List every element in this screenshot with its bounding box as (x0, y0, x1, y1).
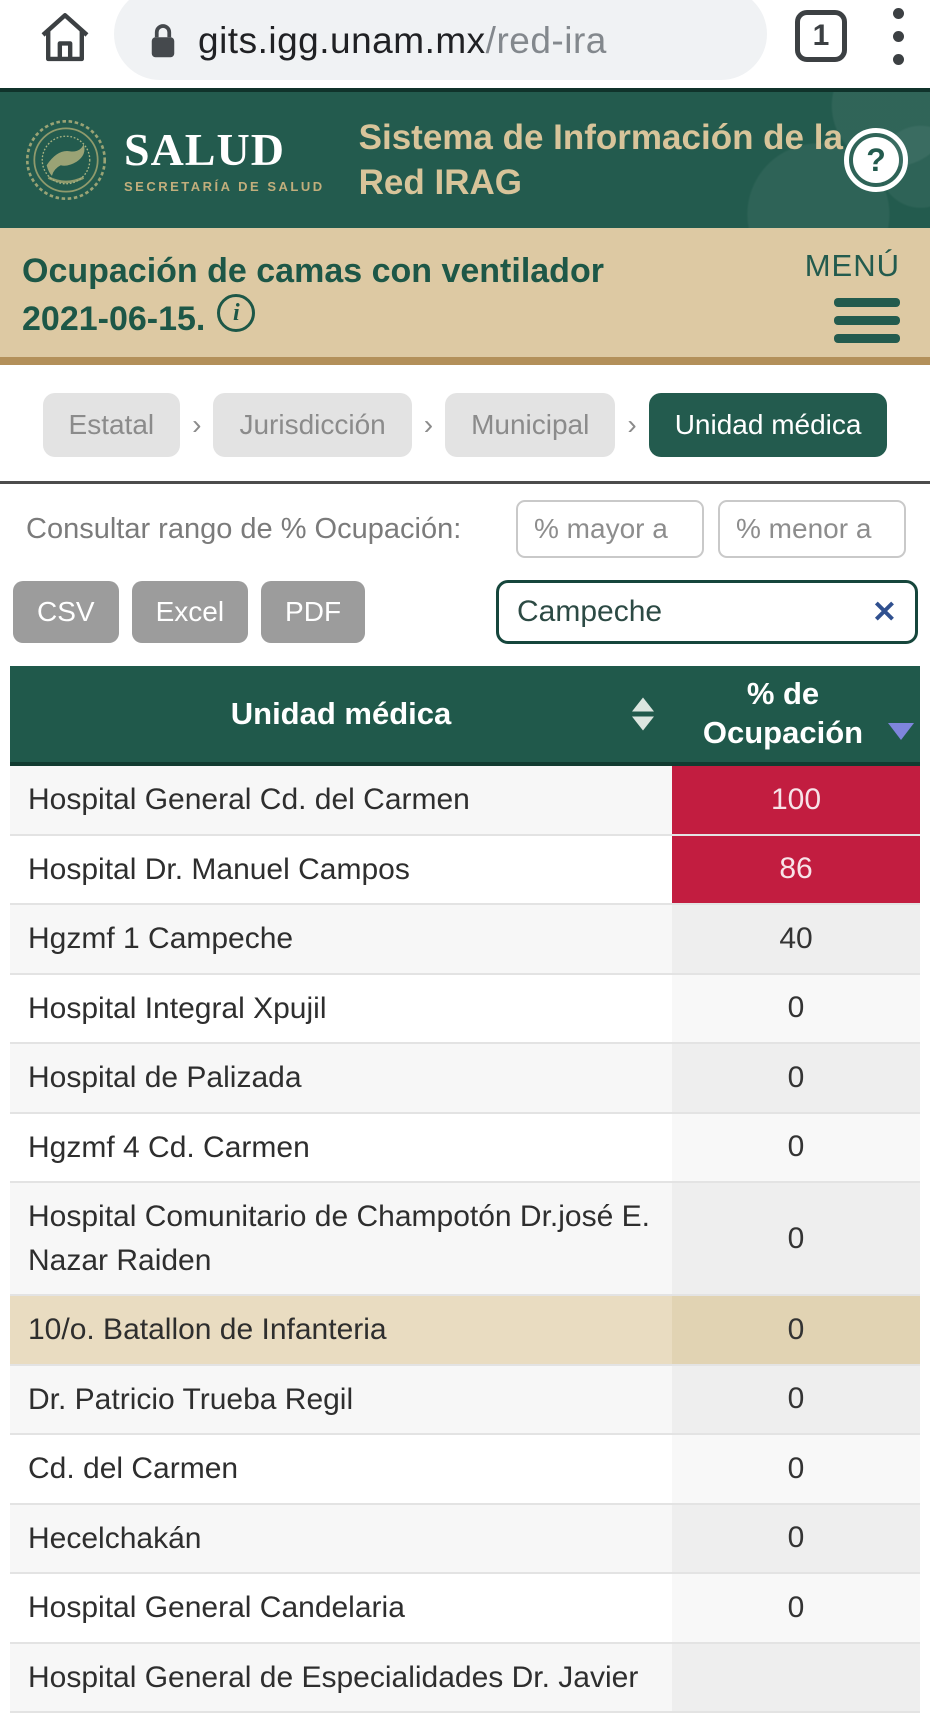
table-row[interactable]: Hgzmf 1 Campeche 40 (10, 905, 920, 975)
hospital-name-cell: Hospital General de Especialidades Dr. J… (10, 1643, 672, 1712)
table-row[interactable]: Hospital Integral Xpujil 0 (10, 974, 920, 1045)
salud-logo[interactable]: SALUD SECRETARÍA DE SALUD (22, 116, 325, 204)
table-row[interactable]: Dr. Patricio Trueba Regil 0 (10, 1365, 920, 1436)
occupancy-value-cell: 0 (672, 1113, 920, 1182)
menu-label: MENÚ (804, 248, 900, 284)
gold-divider (0, 357, 930, 366)
table-header: Unidad médica % de Ocupación (10, 666, 920, 767)
hospital-name-cell: Hospital General Candelaria (10, 1574, 672, 1642)
hospital-name-cell: Hospital Comunitario de Champotón Dr.jos… (10, 1183, 672, 1295)
hospital-name-cell: Hospital General Cd. del Carmen (10, 766, 672, 834)
chevron-right-icon: › (627, 409, 637, 441)
max-occupancy-input[interactable] (718, 500, 906, 559)
page-title: Sistema de Información de la Red IRAG (358, 117, 843, 203)
pdf-button[interactable]: PDF (261, 581, 366, 644)
report-subheader: Ocupación de camas con ventilador 2021-0… (0, 228, 930, 358)
occupancy-value-cell: 0 (672, 1296, 920, 1364)
occupancy-value-cell: 86 (672, 835, 920, 904)
occupancy-value-cell: 0 (672, 1435, 920, 1503)
occupancy-value-cell (672, 1643, 920, 1712)
tab-unidad-medica[interactable]: Unidad médica (648, 393, 888, 458)
hamburger-menu-button[interactable] (834, 298, 900, 344)
chevron-right-icon: › (192, 409, 202, 441)
table-row[interactable]: Hgzmf 4 Cd. Carmen 0 (10, 1113, 920, 1184)
breadcrumb: Estatal › Jurisdicción › Municipal › Uni… (8, 393, 922, 458)
hospital-name-cell: Hgzmf 4 Cd. Carmen (10, 1113, 672, 1182)
search-box: ✕ (496, 580, 918, 645)
home-button[interactable] (34, 6, 96, 68)
csv-button[interactable]: CSV (13, 581, 119, 644)
home-icon (41, 13, 89, 62)
browser-toolbar: gits.igg.unam.mx/red-ira 1 (0, 0, 930, 88)
sort-desc-icon (888, 723, 914, 741)
tab-estatal[interactable]: Estatal (42, 393, 181, 458)
table-row[interactable]: Hospital General de Especialidades Dr. J… (10, 1643, 920, 1713)
tab-municipal[interactable]: Municipal (445, 393, 616, 458)
filter-label: Consultar rango de % Ocupación: (26, 512, 462, 545)
table-row[interactable]: Hospital Comunitario de Champotón Dr.jos… (10, 1183, 920, 1297)
occupancy-filter: Consultar rango de % Ocupación: (0, 484, 930, 572)
hospital-name-cell: Hospital Integral Xpujil (10, 974, 672, 1043)
occupancy-value-cell: 0 (672, 1365, 920, 1434)
table-row[interactable]: Hospital de Palizada 0 (10, 1044, 920, 1114)
question-icon: ? (853, 137, 899, 183)
hospital-name-cell: Hospital Dr. Manuel Campos (10, 835, 672, 904)
sort-both-icon (632, 697, 654, 731)
section-divider (0, 481, 930, 485)
occupancy-value-cell: 0 (672, 1044, 920, 1112)
occupancy-value-cell: 0 (672, 974, 920, 1043)
url-bar[interactable]: gits.igg.unam.mx/red-ira (114, 0, 767, 80)
table-row[interactable]: Hospital General Cd. del Carmen 100 (10, 766, 920, 836)
logo-subtitle: SECRETARÍA DE SALUD (124, 178, 325, 194)
tab-counter-button[interactable]: 1 (795, 10, 847, 62)
occupancy-value-cell: 40 (672, 905, 920, 973)
occupancy-value-cell: 0 (672, 1504, 920, 1573)
occupancy-value-cell: 0 (672, 1183, 920, 1295)
hospital-name-cell: 10/o. Batallon de Infanteria (10, 1296, 672, 1364)
lock-icon (151, 24, 175, 58)
hospital-name-cell: Cd. del Carmen (10, 1435, 672, 1503)
app-header: SALUD SECRETARÍA DE SALUD Sistema de Inf… (0, 88, 930, 228)
excel-button[interactable]: Excel (131, 581, 249, 644)
help-button[interactable]: ? (844, 128, 908, 192)
hospital-name-cell: Hgzmf 1 Campeche (10, 905, 672, 973)
url-path: /red-ira (485, 20, 607, 61)
column-header-ocupacion[interactable]: % de Ocupación (672, 666, 920, 762)
kebab-icon (893, 7, 904, 19)
table-body: Hospital General Cd. del Carmen 100 Hosp… (10, 766, 920, 1713)
logo-title: SALUD (124, 123, 285, 175)
table-row[interactable]: Cd. del Carmen 0 (10, 1435, 920, 1505)
url-text: gits.igg.unam.mx/red-ira (198, 20, 607, 62)
table-row[interactable]: Hospital Dr. Manuel Campos 86 (10, 835, 920, 906)
info-icon[interactable]: i (217, 294, 256, 333)
hospital-name-cell: Hecelchakán (10, 1504, 672, 1573)
table-row[interactable]: 10/o. Batallon de Infanteria 0 (10, 1296, 920, 1366)
salud-emblem-icon (25, 119, 107, 201)
report-title: Ocupación de camas con ventilador (22, 252, 604, 290)
table-row[interactable]: Hecelchakán 0 (10, 1504, 920, 1575)
hospital-table: Unidad médica % de Ocupación Hospital Ge… (10, 666, 920, 1713)
column-header-unidad-medica[interactable]: Unidad médica (10, 666, 672, 762)
occupancy-value-cell: 100 (672, 766, 920, 834)
export-toolbar: CSV Excel PDF ✕ (0, 572, 930, 666)
min-occupancy-input[interactable] (516, 500, 704, 559)
chevron-right-icon: › (423, 409, 434, 441)
url-host: gits.igg.unam.mx (198, 20, 486, 61)
hospital-name-cell: Dr. Patricio Trueba Regil (10, 1365, 672, 1434)
hamburger-icon (834, 298, 900, 308)
table-row[interactable]: Hospital General Candelaria 0 (10, 1574, 920, 1644)
occupancy-value-cell: 0 (672, 1574, 920, 1642)
clear-search-icon[interactable]: ✕ (871, 595, 897, 629)
browser-menu-button[interactable] (893, 7, 904, 65)
report-date: 2021-06-15. (22, 299, 206, 338)
tab-jurisdiccion[interactable]: Jurisdicción (213, 393, 412, 458)
search-input[interactable] (517, 595, 862, 630)
hospital-name-cell: Hospital de Palizada (10, 1044, 672, 1112)
tab-count: 1 (812, 19, 830, 52)
